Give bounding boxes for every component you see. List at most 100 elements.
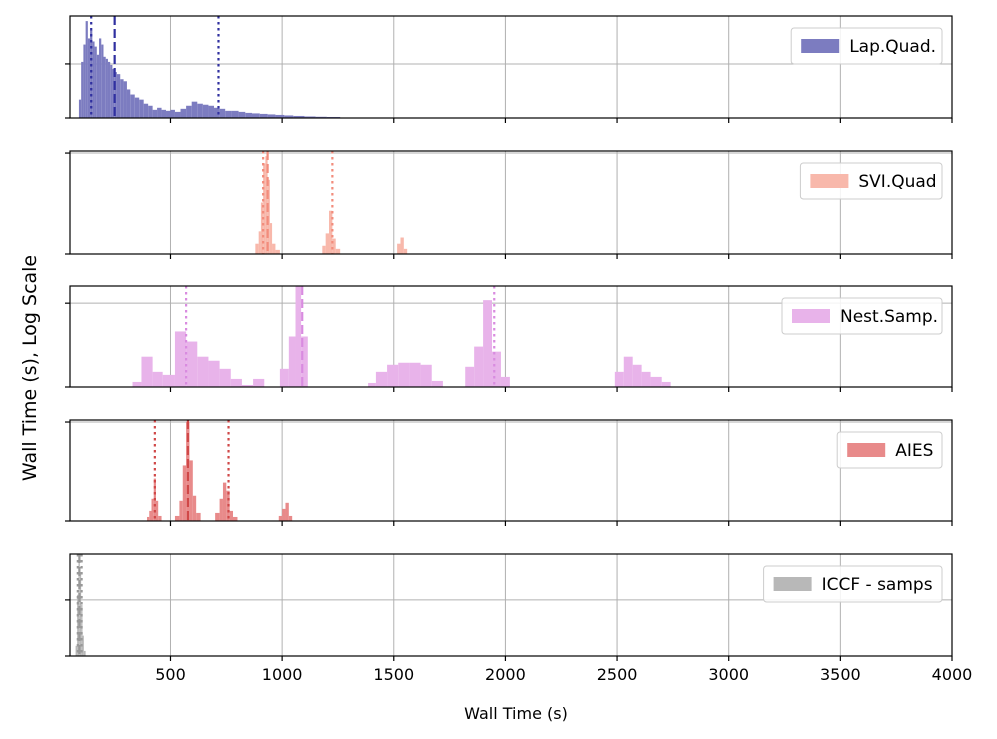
histogram-bar — [231, 110, 239, 118]
histogram-bar — [186, 341, 198, 387]
histogram-bar — [400, 237, 404, 254]
histogram-bar — [182, 465, 187, 521]
legend-swatch — [792, 309, 830, 323]
histogram-bar — [94, 46, 97, 118]
histogram-bar — [219, 108, 226, 118]
histogram-bar — [132, 381, 142, 387]
histogram-bar — [431, 380, 443, 387]
histogram-bar — [304, 116, 316, 118]
histogram-bar — [420, 364, 432, 387]
legend-5: ICCF - samps — [763, 565, 943, 603]
histogram-bar — [279, 368, 289, 387]
panel-1: Lap.Quad. — [65, 15, 953, 123]
legend-label: Nest.Samp. — [840, 307, 938, 327]
histogram-bar — [162, 374, 175, 387]
histogram-bar — [155, 500, 159, 521]
histogram-bar — [189, 460, 193, 521]
histogram-bar — [315, 116, 327, 118]
histogram-bar — [614, 371, 624, 387]
histogram-bar — [139, 99, 144, 118]
legend-4: AIES — [836, 431, 943, 469]
histogram-bar — [81, 605, 83, 656]
histogram-bar — [325, 233, 330, 254]
histogram-bar — [143, 103, 149, 118]
histogram-bar — [141, 356, 153, 387]
histogram-bar — [202, 104, 209, 118]
panel-frame — [69, 553, 953, 657]
histogram-bar — [275, 114, 285, 118]
histogram-bar — [255, 243, 259, 254]
x-tick-label: 4000 — [932, 665, 973, 684]
panel-frame — [69, 419, 953, 522]
histogram-bar — [151, 498, 154, 521]
histogram-bar — [147, 516, 150, 521]
histogram-bar — [148, 105, 153, 118]
histogram-bar — [251, 113, 260, 118]
histogram-bar — [81, 61, 84, 118]
histogram-bar — [79, 574, 82, 656]
histogram-bar — [99, 38, 102, 118]
histogram-bar — [152, 109, 158, 118]
histogram-bar — [75, 645, 78, 656]
x-tick-label: 1000 — [262, 665, 303, 684]
histogram-bar — [465, 366, 475, 387]
histogram-bar — [641, 371, 651, 387]
histogram-bar — [158, 515, 162, 521]
legend-box — [799, 162, 943, 200]
histogram-bar — [208, 360, 220, 387]
histogram-bar — [186, 105, 192, 118]
histogram-bar — [152, 371, 163, 387]
histogram-bar — [650, 376, 662, 387]
histogram-bar — [208, 105, 215, 118]
y-axis-label: Wall Time (s), Log Scale — [19, 255, 41, 481]
histogram-bar — [192, 495, 197, 521]
histogram-bar — [196, 512, 201, 521]
legend-box — [836, 431, 943, 469]
histogram-bar — [259, 113, 268, 118]
histogram-bar — [335, 248, 341, 254]
histogram-bar — [398, 362, 410, 387]
histogram-bar — [238, 111, 246, 118]
histogram-bar — [245, 112, 252, 118]
histogram-bar — [265, 156, 268, 254]
histogram-bar — [492, 351, 501, 387]
histogram-bar — [126, 89, 131, 118]
legend-label: Lap.Quad. — [849, 37, 936, 57]
histogram-bar — [387, 364, 399, 387]
x-tick-label: 1500 — [373, 665, 414, 684]
x-axis-ticks: 500 1000 1500 2000 2500 3000 3500 4000 — [155, 665, 972, 684]
histogram-bar — [85, 21, 88, 118]
histogram-bar — [403, 248, 408, 254]
histogram-bar — [103, 56, 106, 118]
histogram-bar — [368, 382, 376, 387]
legend-swatch — [810, 174, 849, 188]
x-tick-label: 2000 — [485, 665, 526, 684]
histogram-bar — [96, 54, 100, 118]
histogram-bar — [263, 163, 266, 254]
histogram-bar — [474, 346, 484, 387]
panel-frame — [69, 285, 953, 388]
histogram-bar — [409, 362, 421, 387]
panel-5: ICCF - samps — [65, 553, 953, 661]
histogram-bar — [120, 79, 124, 118]
legend-box — [781, 297, 943, 335]
panel-frame — [69, 15, 953, 119]
histogram-bar — [285, 502, 289, 521]
histogram-bar — [288, 336, 296, 387]
histogram-bar — [180, 108, 187, 118]
histogram-bar — [157, 107, 162, 118]
legend-3: Nest.Samp. — [781, 297, 943, 335]
histogram-bar — [230, 378, 242, 387]
x-tick-label: 2500 — [597, 665, 638, 684]
histogram-bar — [134, 97, 140, 118]
histogram-bar — [105, 58, 108, 118]
histogram-bar — [322, 245, 326, 254]
histogram-bar — [101, 44, 104, 118]
histogram-bar — [293, 115, 305, 118]
legend-box — [790, 27, 943, 65]
histogram-bar — [632, 364, 642, 387]
histogram-bar — [483, 300, 493, 387]
histogram-bar — [332, 238, 336, 254]
histogram-bar — [288, 515, 293, 521]
histogram-bar — [225, 110, 232, 118]
